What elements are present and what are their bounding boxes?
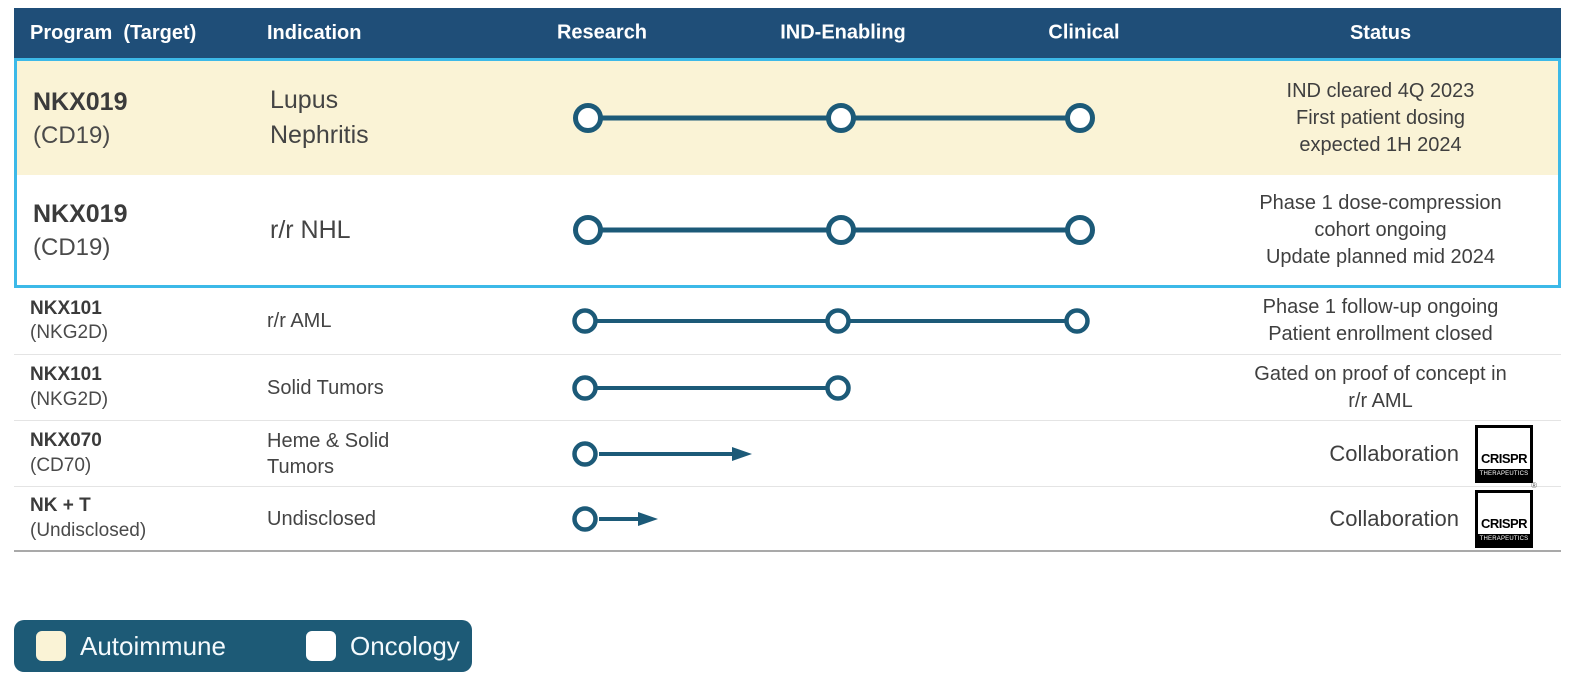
- legend-item-oncology: Oncology: [305, 630, 460, 662]
- status-line: First patient dosing: [1296, 106, 1465, 129]
- stage-track: [490, 301, 1200, 341]
- program-cell: NKX101 (NKG2D): [14, 363, 267, 411]
- status-line: cohort ongoing: [1314, 218, 1447, 241]
- indication-cell: r/r AML: [267, 308, 490, 334]
- crispr-logo-subtext: THERAPEUTICS: [1478, 533, 1530, 545]
- status-cell: Phase 1 dose-compression cohort ongoing …: [1203, 190, 1558, 271]
- indication-text: Heme & Solid Tumors: [267, 429, 390, 478]
- program-name: NKX070: [30, 430, 102, 452]
- status-line: Phase 1 follow-up ongoing: [1262, 296, 1499, 318]
- legend-label: Oncology: [349, 630, 460, 661]
- header-program-target: Program (Target): [30, 21, 197, 44]
- status-line: Gated on proof of concept in: [1254, 362, 1507, 385]
- status-line: Patient enrollment closed: [1268, 323, 1493, 345]
- status-line: Update planned mid 2024: [1265, 245, 1496, 268]
- program-name: NKX101: [30, 297, 102, 319]
- crispr-logo-wordmark: CRISPR: [1480, 515, 1528, 531]
- header-clinical: Clinical: [1048, 21, 1120, 44]
- header-ind-enabling: IND-Enabling: [780, 21, 906, 44]
- status-line: r/r AML: [1348, 389, 1413, 412]
- status-line: IND cleared 4Q 2023: [1286, 79, 1475, 102]
- program-cell: NKX070 (CD70): [14, 429, 267, 477]
- status-line: expected 1H 2024: [1299, 133, 1462, 156]
- highlight-box-nkx019: NKX019 (CD19) Lupus Nephritis IND cleare…: [14, 58, 1561, 288]
- program-cell: NKX019 (CD19): [17, 197, 270, 263]
- stage-track: [490, 368, 1200, 408]
- indication-cell: Heme & Solid Tumors: [267, 428, 490, 480]
- stage-track-graphic-3-dots: [573, 103, 1095, 133]
- program-target: (CD19): [33, 233, 111, 261]
- pipeline-table: Program (Target) Indication Research IND…: [14, 8, 1561, 552]
- legend-label: Autoimmune: [80, 630, 226, 661]
- pipeline-row-nkx070: NKX070 (CD70) Heme & Solid Tumors Collab…: [14, 420, 1561, 490]
- indication-text: r/r NHL: [270, 215, 351, 244]
- indication-text: r/r AML: [267, 310, 332, 332]
- status-line: Collaboration: [1329, 505, 1459, 531]
- category-legend: Autoimmune Oncology: [14, 620, 472, 672]
- program-cell: NKX101 (NKG2D): [14, 297, 267, 345]
- autoimmune-color-swatch: [36, 631, 66, 661]
- program-name: NKX101: [30, 364, 102, 386]
- status-cell: Gated on proof of concept in r/r AML: [1200, 361, 1561, 415]
- program-target: (NKG2D): [30, 388, 109, 410]
- registered-trademark-symbol: ®: [1531, 480, 1537, 490]
- pipeline-row-nkx101-solid: NKX101 (NKG2D) Solid Tumors Gated on pro…: [14, 354, 1561, 420]
- status-cell: Collaboration CRISPR THERAPEUTICS ®: [1200, 424, 1561, 490]
- stage-track-graphic-3-dots: [572, 308, 1090, 334]
- indication-text: Undisclosed: [267, 507, 376, 530]
- stage-track-graphic-arrow-short: [572, 505, 658, 532]
- header-indication: Indication: [267, 21, 362, 44]
- header-status: Status: [1349, 21, 1412, 44]
- crispr-logo-subtext: THERAPEUTICS: [1478, 468, 1530, 480]
- stage-track-graphic-arrow-long: [572, 440, 752, 467]
- stage-track: [493, 88, 1203, 148]
- pipeline-row-nkx019-nhl: NKX019 (CD19) r/r NHL Phase 1 dose-compr…: [17, 175, 1558, 285]
- program-cell: NK + T (Undisclosed): [14, 494, 267, 542]
- program-name: NKX019: [33, 199, 128, 228]
- status-line: Collaboration: [1329, 440, 1459, 466]
- program-name: NK + T: [30, 495, 91, 517]
- pipeline-row-nk-t: NK + T (Undisclosed) Undisclosed Collabo…: [14, 486, 1561, 552]
- stage-track: [490, 434, 1200, 474]
- legend-item-autoimmune: Autoimmune: [36, 631, 226, 662]
- crispr-therapeutics-logo: CRISPR THERAPEUTICS: [1475, 489, 1533, 548]
- program-name: NKX019: [33, 87, 128, 116]
- program-target: (NKG2D): [30, 322, 109, 344]
- stage-track: [493, 200, 1203, 260]
- crispr-therapeutics-logo: CRISPR THERAPEUTICS ®: [1475, 424, 1537, 490]
- program-target: (CD19): [33, 121, 111, 149]
- program-cell: NKX019 (CD19): [17, 85, 270, 151]
- indication-text: Solid Tumors: [267, 376, 384, 399]
- indication-cell: Lupus Nephritis: [270, 83, 493, 153]
- header-research: Research: [556, 21, 648, 44]
- table-header-row: Program (Target) Indication Research IND…: [14, 8, 1561, 58]
- status-cell: IND cleared 4Q 2023 First patient dosing…: [1203, 78, 1558, 159]
- program-target: (CD70): [30, 454, 92, 476]
- stage-track-graphic-2-dots: [572, 374, 851, 401]
- status-cell: Collaboration CRISPR THERAPEUTICS: [1200, 489, 1561, 548]
- pipeline-row-nkx101-aml: NKX101 (NKG2D) r/r AML Phase 1 follow-up…: [14, 288, 1561, 354]
- header-stage-columns: Research IND-Enabling Clinical: [490, 8, 1200, 58]
- indication-cell: r/r NHL: [270, 213, 493, 248]
- status-line: Phase 1 dose-compression: [1259, 191, 1502, 214]
- indication-cell: Undisclosed: [267, 506, 490, 532]
- program-target: (Undisclosed): [30, 519, 147, 541]
- pipeline-row-nkx019-lupus: NKX019 (CD19) Lupus Nephritis IND cleare…: [17, 61, 1558, 175]
- indication-text: Lupus Nephritis: [270, 86, 369, 149]
- indication-cell: Solid Tumors: [267, 375, 490, 401]
- status-cell: Phase 1 follow-up ongoing Patient enroll…: [1200, 294, 1561, 348]
- stage-track: [490, 499, 1200, 539]
- crispr-logo-wordmark: CRISPR: [1480, 450, 1528, 466]
- stage-track-graphic-3-dots: [573, 215, 1095, 245]
- oncology-color-swatch: [305, 631, 336, 661]
